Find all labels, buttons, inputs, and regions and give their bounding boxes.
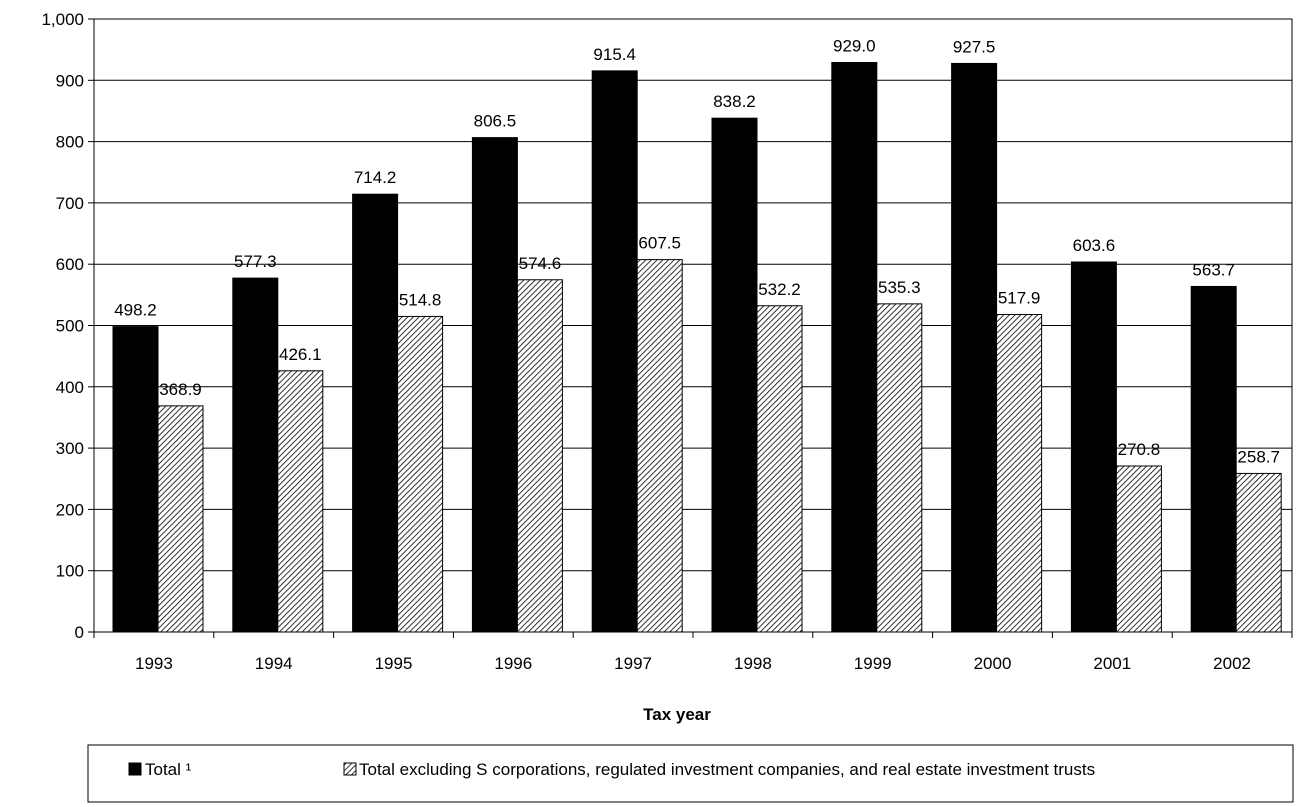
legend-label-total-excluding: Total excluding S corporations, regulate…	[359, 760, 1095, 779]
data-label: 498.2	[114, 301, 157, 320]
y-tick-label: 700	[56, 194, 84, 213]
bar-total-excluding	[1235, 472, 1282, 633]
data-label: 563.7	[1192, 260, 1235, 279]
data-label: 607.5	[638, 234, 681, 253]
legend: Total ¹ Total excluding S corporations, r…	[87, 744, 1294, 803]
bar-total	[112, 326, 159, 633]
data-label: 929.0	[833, 37, 876, 56]
bar-total	[352, 193, 399, 633]
data-label: 714.2	[354, 168, 397, 187]
legend-swatch-total	[128, 762, 142, 776]
bar-total-excluding	[397, 315, 444, 633]
y-tick-label: 0	[75, 623, 84, 642]
data-label: 368.9	[159, 380, 202, 399]
bar-total	[831, 62, 878, 633]
y-tick-label: 900	[56, 71, 84, 90]
bar-total	[711, 117, 758, 633]
y-tick-label: 500	[56, 317, 84, 336]
x-tick-label: 2002	[1213, 654, 1251, 673]
axes: 0 100 200 300 400 500 600 700 800 900 1,000 1993 199…	[41, 10, 1293, 673]
legend-box	[87, 744, 1294, 803]
x-tick-label: 1999	[854, 654, 892, 673]
bar-total-excluding	[516, 279, 563, 633]
y-tick-label: 800	[56, 133, 84, 152]
data-label: 574.6	[519, 254, 562, 273]
y-tick-label: 300	[56, 439, 84, 458]
y-tick-label: 400	[56, 378, 84, 397]
data-labels: 498.2 368.9 577.3 426.1 714.2 514.8 806.5 574.6…	[114, 37, 1280, 467]
x-tick-label: 1994	[255, 654, 293, 673]
legend-label-total: Total ¹	[145, 760, 192, 779]
y-tick-label: 100	[56, 562, 84, 581]
bar-total-excluding	[636, 259, 683, 633]
data-label: 535.3	[878, 278, 921, 297]
bar-total-excluding	[756, 305, 803, 633]
x-axis-title: Tax year	[643, 705, 711, 724]
x-tick-label: 1998	[734, 654, 772, 673]
bar-total	[951, 62, 998, 633]
data-label: 517.9	[998, 289, 1041, 308]
bar-total-excluding	[1115, 465, 1162, 633]
data-label: 426.1	[279, 345, 322, 364]
y-tick-label: 600	[56, 255, 84, 274]
bar-total-excluding	[277, 370, 324, 633]
bar-total	[591, 70, 638, 633]
x-tick-label: 1996	[494, 654, 532, 673]
data-label: 514.8	[399, 290, 442, 309]
bar-total	[1190, 285, 1237, 633]
bar-total-excluding	[996, 314, 1043, 633]
data-label: 270.8	[1118, 440, 1161, 459]
data-label: 915.4	[593, 45, 636, 64]
bar-total	[471, 137, 518, 633]
data-label: 577.3	[234, 252, 277, 271]
x-tick-label: 2001	[1093, 654, 1131, 673]
bar-total-excluding	[876, 303, 923, 633]
y-tick-label: 1,000	[41, 10, 84, 29]
x-tick-label: 1993	[135, 654, 173, 673]
bar-total	[1070, 261, 1117, 633]
data-label: 806.5	[474, 112, 517, 131]
data-label: 532.2	[758, 280, 801, 299]
x-tick-label: 2000	[974, 654, 1012, 673]
x-tick-label: 1997	[614, 654, 652, 673]
data-label: 927.5	[953, 37, 996, 56]
data-label: 258.7	[1237, 447, 1280, 466]
bar-total-excluding	[157, 405, 204, 633]
bar-total	[232, 277, 279, 633]
legend-swatch-total-excluding	[343, 762, 357, 776]
data-label: 838.2	[713, 92, 756, 111]
data-label: 603.6	[1073, 236, 1116, 255]
x-tick-label: 1995	[375, 654, 413, 673]
y-tick-label: 200	[56, 500, 84, 519]
